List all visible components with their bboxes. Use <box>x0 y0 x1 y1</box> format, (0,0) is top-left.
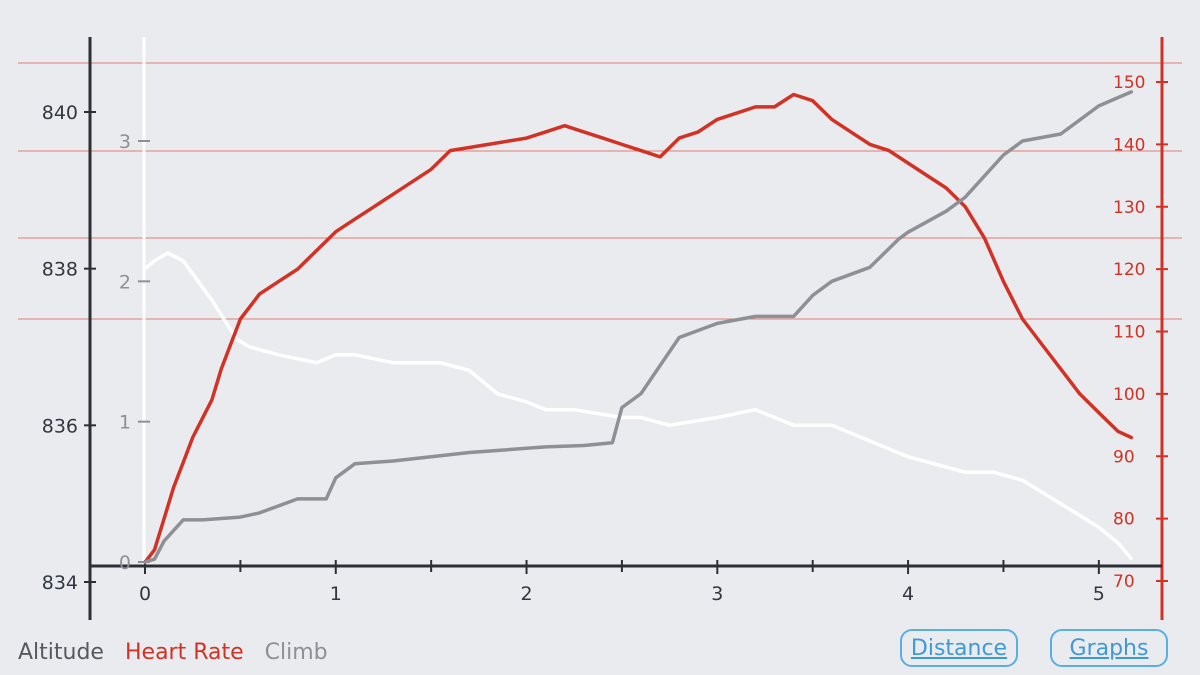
series-line-climb <box>143 90 1134 564</box>
heart-rate-tick-label: 90 <box>1113 447 1135 467</box>
climb-tick-label: 2 <box>119 271 131 293</box>
x-tick-label: 3 <box>711 583 723 605</box>
heart-rate-tick-label: 80 <box>1113 510 1135 530</box>
heart-rate-tick-label: 110 <box>1113 323 1145 343</box>
x-tick-label: 5 <box>1093 583 1105 605</box>
climb-tick-label: 1 <box>119 412 131 434</box>
x-tick-label: 1 <box>330 583 342 605</box>
x-tick-label: 4 <box>902 583 914 605</box>
heart-rate-tick-label: 150 <box>1113 73 1145 93</box>
legend-heart-rate: Heart Rate <box>124 640 244 665</box>
legend-climb: Climb <box>264 640 328 665</box>
heart-rate-tick-label: 120 <box>1113 260 1145 280</box>
climb-tick-label: 0 <box>119 552 131 574</box>
heart-rate-tick-label: 130 <box>1113 198 1145 218</box>
series-line-heart-rate <box>143 92 1134 565</box>
altitude-tick-label: 834 <box>42 572 78 594</box>
x-tick-label: 0 <box>139 583 151 605</box>
chart: 834 836 838 840 0 1 2 3 0 1 2 3 4 5 70 80 90 100 110 120 130… <box>18 37 1182 620</box>
x-tick-label: 2 <box>520 583 532 605</box>
climb-tick-label: 3 <box>119 131 131 153</box>
series-line-altitude <box>143 251 1134 561</box>
altitude-tick-label: 836 <box>42 415 78 437</box>
heart-rate-tick-label: 70 <box>1113 572 1135 592</box>
legend-altitude: Altitude <box>18 640 104 665</box>
altitude-tick-label: 840 <box>42 102 78 124</box>
distance-button[interactable]: Distance <box>900 629 1018 667</box>
altitude-tick-label: 838 <box>42 259 78 281</box>
graphs-button[interactable]: Graphs <box>1050 629 1168 667</box>
heart-rate-tick-label: 140 <box>1113 135 1145 155</box>
heart-rate-tick-label: 100 <box>1113 385 1145 405</box>
legend: Altitude Heart Rate Climb <box>18 640 342 665</box>
